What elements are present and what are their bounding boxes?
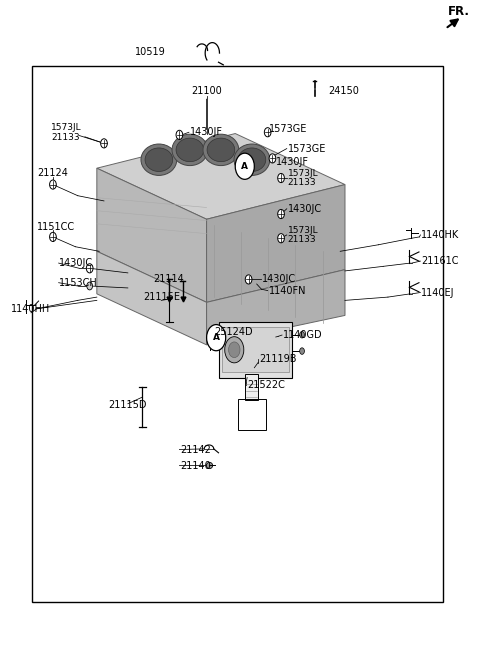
Circle shape [49, 233, 56, 242]
Circle shape [269, 154, 276, 163]
Circle shape [206, 325, 226, 351]
Text: 1573JL
21133: 1573JL 21133 [50, 123, 81, 141]
Text: 1151CC: 1151CC [37, 222, 75, 232]
Text: 1430JC: 1430JC [262, 275, 296, 284]
Circle shape [278, 210, 284, 219]
Text: 21142: 21142 [180, 445, 211, 455]
Text: 1140GD: 1140GD [283, 330, 323, 340]
Text: 21124: 21124 [37, 168, 68, 178]
Circle shape [300, 331, 304, 338]
Text: FR.: FR. [447, 5, 469, 18]
Text: 21115E: 21115E [143, 292, 180, 302]
Text: 1140HK: 1140HK [421, 230, 459, 240]
Text: 21119B: 21119B [259, 354, 297, 364]
Ellipse shape [145, 148, 173, 171]
Text: 1153CH: 1153CH [59, 278, 97, 288]
Circle shape [49, 180, 56, 189]
Circle shape [235, 153, 254, 179]
Text: 10519: 10519 [135, 47, 166, 57]
Text: 1140HH: 1140HH [11, 304, 50, 314]
Circle shape [87, 282, 93, 290]
Text: 1140EJ: 1140EJ [421, 288, 455, 298]
Circle shape [245, 275, 252, 284]
Polygon shape [97, 168, 206, 302]
Circle shape [225, 336, 244, 363]
Text: 1573GE: 1573GE [269, 124, 307, 134]
Ellipse shape [207, 138, 235, 162]
Circle shape [176, 130, 183, 139]
Text: 1140FN: 1140FN [269, 286, 306, 296]
Ellipse shape [172, 134, 208, 166]
Text: 1573JL
21133: 1573JL 21133 [288, 225, 318, 244]
Bar [222, 327, 288, 373]
Circle shape [278, 173, 284, 183]
Text: 21100: 21100 [191, 86, 222, 96]
Text: 1573JL
21133: 1573JL 21133 [288, 169, 318, 187]
Text: 21140: 21140 [180, 461, 211, 471]
Text: A: A [213, 333, 220, 342]
Circle shape [300, 348, 304, 354]
Text: 1430JF: 1430JF [190, 127, 223, 137]
Text: 24150: 24150 [328, 86, 359, 96]
Ellipse shape [238, 148, 266, 171]
Ellipse shape [141, 144, 177, 175]
Ellipse shape [176, 138, 204, 162]
Circle shape [264, 127, 271, 137]
Text: 1430JF: 1430JF [276, 156, 309, 167]
Ellipse shape [234, 144, 270, 175]
Text: 21114: 21114 [153, 275, 184, 284]
Bar [33, 66, 443, 602]
Circle shape [228, 342, 240, 357]
Circle shape [278, 234, 284, 243]
Text: A: A [241, 162, 248, 171]
Text: 1573GE: 1573GE [288, 144, 326, 154]
Bar [245, 374, 258, 401]
Ellipse shape [203, 134, 239, 166]
Circle shape [86, 263, 93, 273]
Text: 1430JC: 1430JC [59, 258, 93, 268]
Circle shape [101, 139, 108, 148]
Polygon shape [97, 251, 206, 345]
Text: 1430JC: 1430JC [288, 204, 322, 214]
FancyBboxPatch shape [218, 322, 292, 378]
Text: 25124D: 25124D [214, 327, 252, 337]
Bar [238, 399, 266, 430]
Polygon shape [206, 185, 345, 302]
Polygon shape [206, 269, 345, 345]
Text: 21115D: 21115D [108, 400, 147, 410]
Polygon shape [97, 133, 345, 219]
Text: 21522C: 21522C [247, 380, 285, 390]
Text: 21161C: 21161C [421, 256, 459, 266]
